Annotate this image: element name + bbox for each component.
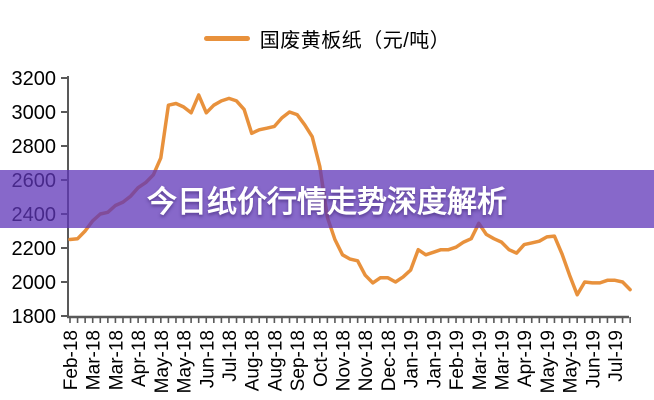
x-axis-label: Jan-19 — [424, 330, 445, 388]
x-axis-label: Sep-18 — [288, 330, 309, 391]
y-axis-label: 2000 — [12, 272, 57, 294]
x-axis-label: May-19 — [538, 330, 559, 393]
legend-label: 国废黄板纸（元/吨） — [259, 30, 451, 52]
x-axis-label: May-19 — [561, 330, 582, 393]
headline-text: 今日纸价行情走势深度解析 — [147, 186, 507, 219]
x-axis-label: Oct-18 — [311, 330, 332, 387]
x-axis-label: Aug-18 — [243, 330, 264, 391]
x-axis-label: Mar-18 — [106, 330, 127, 390]
x-axis-label: Jul-19 — [606, 330, 627, 382]
x-axis-label: Nov-18 — [334, 330, 355, 391]
x-axis-label: Nov-18 — [356, 330, 377, 391]
x-axis-ticks — [69, 317, 631, 323]
x-axis-label: Mar-19 — [492, 330, 513, 390]
legend-line-marker — [203, 36, 250, 41]
x-axis-label: Apr-19 — [515, 330, 536, 387]
x-axis-label: Mar-19 — [470, 330, 491, 390]
headline-banner: 今日纸价行情走势深度解析 — [0, 170, 654, 228]
x-axis-label: May-18 — [152, 330, 173, 393]
x-axis-label: Mar-18 — [84, 330, 105, 390]
y-axis-label: 2800 — [12, 136, 57, 158]
x-axis-labels: Feb-18 Mar-18 Mar-18 Apr-18 May-18 May-18 Jun-… — [61, 330, 627, 393]
legend: 国废黄板纸（元/吨） — [0, 24, 654, 53]
x-axis-label: Feb-19 — [447, 330, 468, 390]
y-axis-label: 1800 — [12, 306, 57, 328]
y-axis-label: 2200 — [12, 238, 57, 260]
x-axis-label: Jun-19 — [583, 330, 604, 388]
x-axis-label: Jun-18 — [197, 330, 218, 388]
x-axis-label: Jul-18 — [220, 330, 241, 382]
x-axis-label: Feb-18 — [61, 330, 82, 390]
y-axis-label: 3200 — [12, 68, 57, 90]
x-axis-label: May-18 — [175, 330, 196, 393]
x-axis-label: Dec-18 — [379, 330, 400, 391]
price-line — [68, 93, 632, 297]
y-axis-label: 3000 — [12, 102, 57, 124]
x-axis-label: Aug-18 — [265, 330, 286, 391]
x-axis-label: Apr-18 — [129, 330, 150, 387]
x-axis-label: Jan-19 — [402, 330, 423, 388]
